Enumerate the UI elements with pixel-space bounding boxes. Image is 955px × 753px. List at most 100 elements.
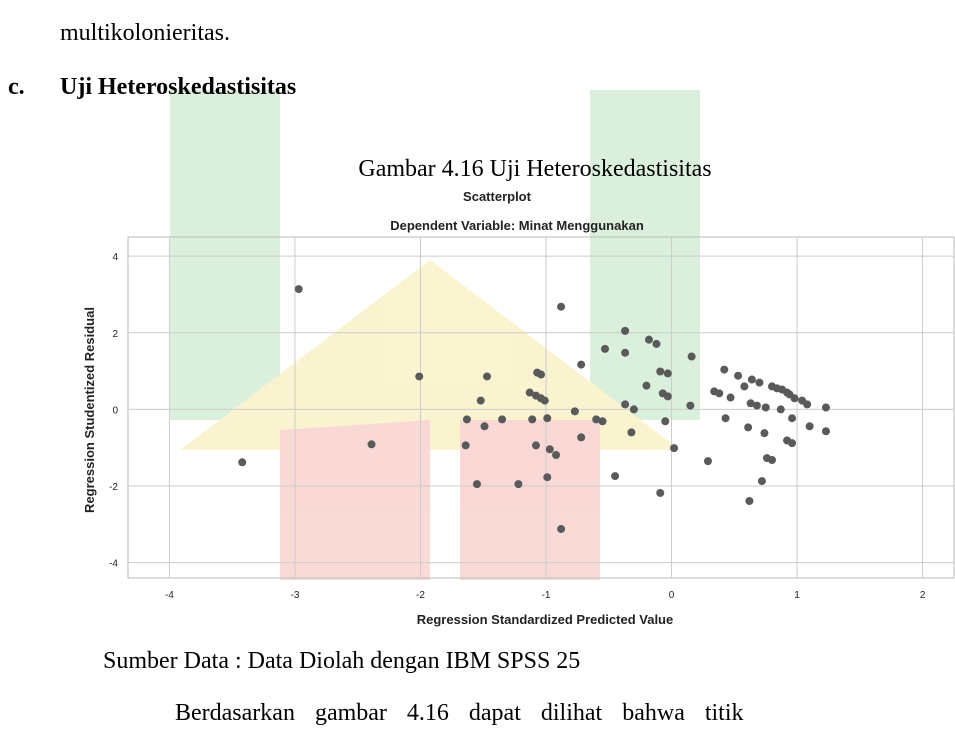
point [656, 488, 665, 497]
point [461, 441, 470, 450]
watermark-shape [280, 420, 600, 580]
point [663, 392, 672, 401]
point [621, 326, 630, 335]
x-tick-label: -3 [291, 590, 300, 601]
section-marker: c. [8, 74, 25, 100]
point [740, 382, 749, 391]
watermark-shape [180, 260, 680, 450]
point [627, 428, 636, 437]
x-tick-label: -2 [416, 590, 425, 601]
point [746, 399, 755, 408]
point [531, 441, 540, 450]
plot-frame [127, 236, 955, 579]
point [755, 378, 764, 387]
watermark-shape [170, 90, 280, 420]
x-tick-label: 0 [669, 590, 675, 601]
point [601, 344, 610, 353]
y-tick-label: 4 [112, 252, 118, 263]
point [483, 372, 492, 381]
x-tick-label: 1 [794, 590, 800, 601]
point [686, 401, 695, 410]
point [238, 458, 247, 467]
point [480, 422, 489, 431]
point [663, 369, 672, 378]
source-note: Sumber Data : Data Diolah dengan IBM SPS… [103, 648, 580, 674]
point [294, 285, 303, 294]
point [821, 427, 830, 436]
point [757, 477, 766, 486]
point [776, 405, 785, 414]
point [803, 400, 812, 409]
point [543, 414, 552, 423]
point [721, 414, 730, 423]
point [687, 352, 696, 361]
point [367, 440, 376, 449]
point [621, 348, 630, 357]
chart-subtitle: Dependent Variable: Minat Menggunakan [390, 218, 644, 233]
point [744, 423, 753, 432]
point [788, 439, 797, 448]
point [514, 480, 523, 489]
point [611, 472, 620, 481]
point [726, 393, 735, 402]
point [734, 371, 743, 380]
point [552, 451, 561, 460]
point [644, 335, 653, 344]
point [703, 457, 712, 466]
text-line: multikolonieritas. [60, 20, 230, 46]
paragraph: Berdasarkan gambar 4.16 dapat dilihat ba… [175, 700, 744, 726]
x-axis-label: Regression Standardized Predicted Value [417, 612, 673, 627]
point [498, 415, 507, 424]
point [557, 524, 566, 533]
x-tick-label: -4 [165, 590, 174, 601]
point [528, 415, 537, 424]
point [557, 302, 566, 311]
point [462, 415, 471, 424]
point [661, 417, 670, 426]
figure-caption: Gambar 4.16 Uji Heteroskedastisitas [358, 156, 711, 182]
chart-title: Scatterplot [463, 189, 532, 204]
point [592, 415, 601, 424]
watermark-shape [590, 90, 700, 420]
point [670, 444, 679, 453]
point [543, 473, 552, 482]
point [788, 414, 797, 423]
point [545, 445, 554, 454]
y-tick-label: 0 [112, 405, 118, 416]
point [747, 375, 756, 384]
y-tick-label: 2 [112, 329, 118, 340]
point [656, 367, 665, 376]
point [767, 455, 776, 464]
point [652, 339, 661, 348]
plot: -4 -3 -2 -1 0 1 2 -4 -2 0 2 4 [109, 236, 955, 601]
point [415, 372, 424, 381]
x-tick-label: 2 [920, 590, 926, 601]
point [537, 370, 545, 379]
x-tick-label: -1 [542, 590, 551, 601]
point [598, 417, 607, 426]
point [621, 400, 630, 409]
section-title: Uji Heteroskedastisitas [60, 74, 296, 100]
point [715, 389, 724, 398]
point [790, 394, 799, 403]
point [540, 396, 549, 405]
point [821, 403, 830, 412]
point [805, 422, 814, 431]
y-axis-label: Regression Studentized Residual [82, 307, 97, 513]
point [761, 403, 770, 412]
point [476, 396, 485, 405]
point [642, 381, 651, 390]
point [525, 388, 534, 397]
point [577, 360, 586, 369]
point [577, 433, 586, 442]
y-tick-label: -2 [109, 482, 118, 493]
point [472, 480, 481, 489]
point [570, 407, 579, 416]
watermark [170, 90, 700, 580]
point [720, 365, 729, 374]
point [629, 405, 638, 414]
y-tick-label: -4 [109, 559, 118, 570]
point [752, 401, 761, 410]
point [760, 429, 769, 438]
